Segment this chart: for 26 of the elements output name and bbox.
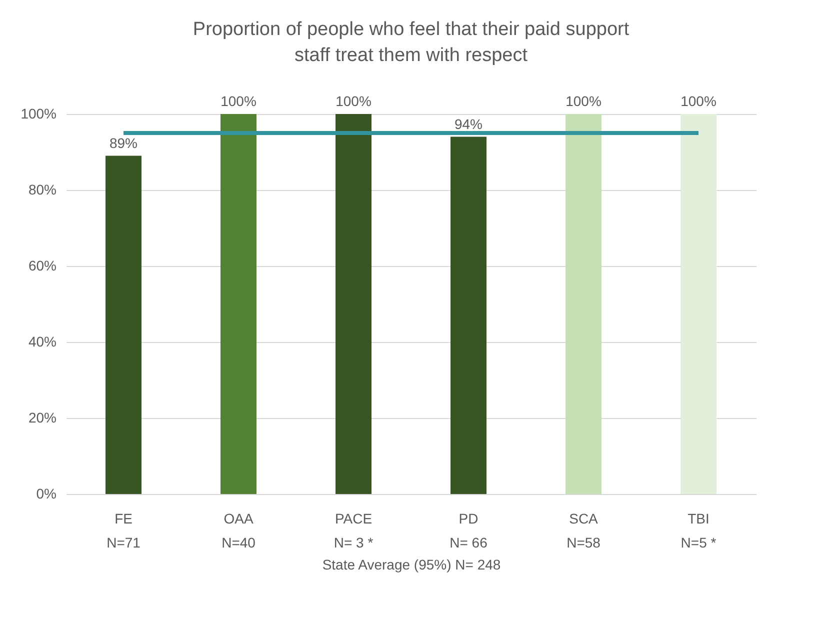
data-label: 89%: [109, 134, 138, 151]
chart-title: Proportion of people who feel that their paid support staff treat them with respect: [192, 19, 630, 66]
bar: [106, 156, 142, 494]
x-tick-label: PD N= 66: [450, 510, 488, 550]
x-tick-label: TBI N=5 *: [680, 510, 717, 550]
data-label: 100%: [680, 93, 716, 109]
x-tick-label: PACE N= 3 *: [334, 510, 374, 550]
bar: [680, 114, 716, 494]
bar: [220, 114, 256, 494]
data-label: 94%: [454, 116, 483, 132]
data-label: 100%: [336, 93, 372, 109]
data-label: 100%: [566, 93, 602, 109]
x-tick-label: SCA N=58: [566, 510, 601, 550]
data-label: 100%: [220, 93, 256, 109]
y-tick-label: 60%: [28, 258, 56, 274]
bar: [566, 114, 602, 494]
y-tick-label: 0%: [36, 486, 56, 502]
x-tick-label: OAA N=40: [222, 510, 256, 550]
y-tick-label: 80%: [28, 182, 56, 198]
bar: [336, 114, 372, 494]
y-tick-label: 20%: [28, 410, 56, 426]
bar: [450, 136, 486, 494]
x-tick-label: FE N=71: [106, 510, 141, 550]
y-tick-label: 40%: [28, 334, 56, 350]
x-axis-title: State Average (95%) N= 248: [322, 556, 501, 572]
y-tick-label: 100%: [20, 106, 56, 122]
